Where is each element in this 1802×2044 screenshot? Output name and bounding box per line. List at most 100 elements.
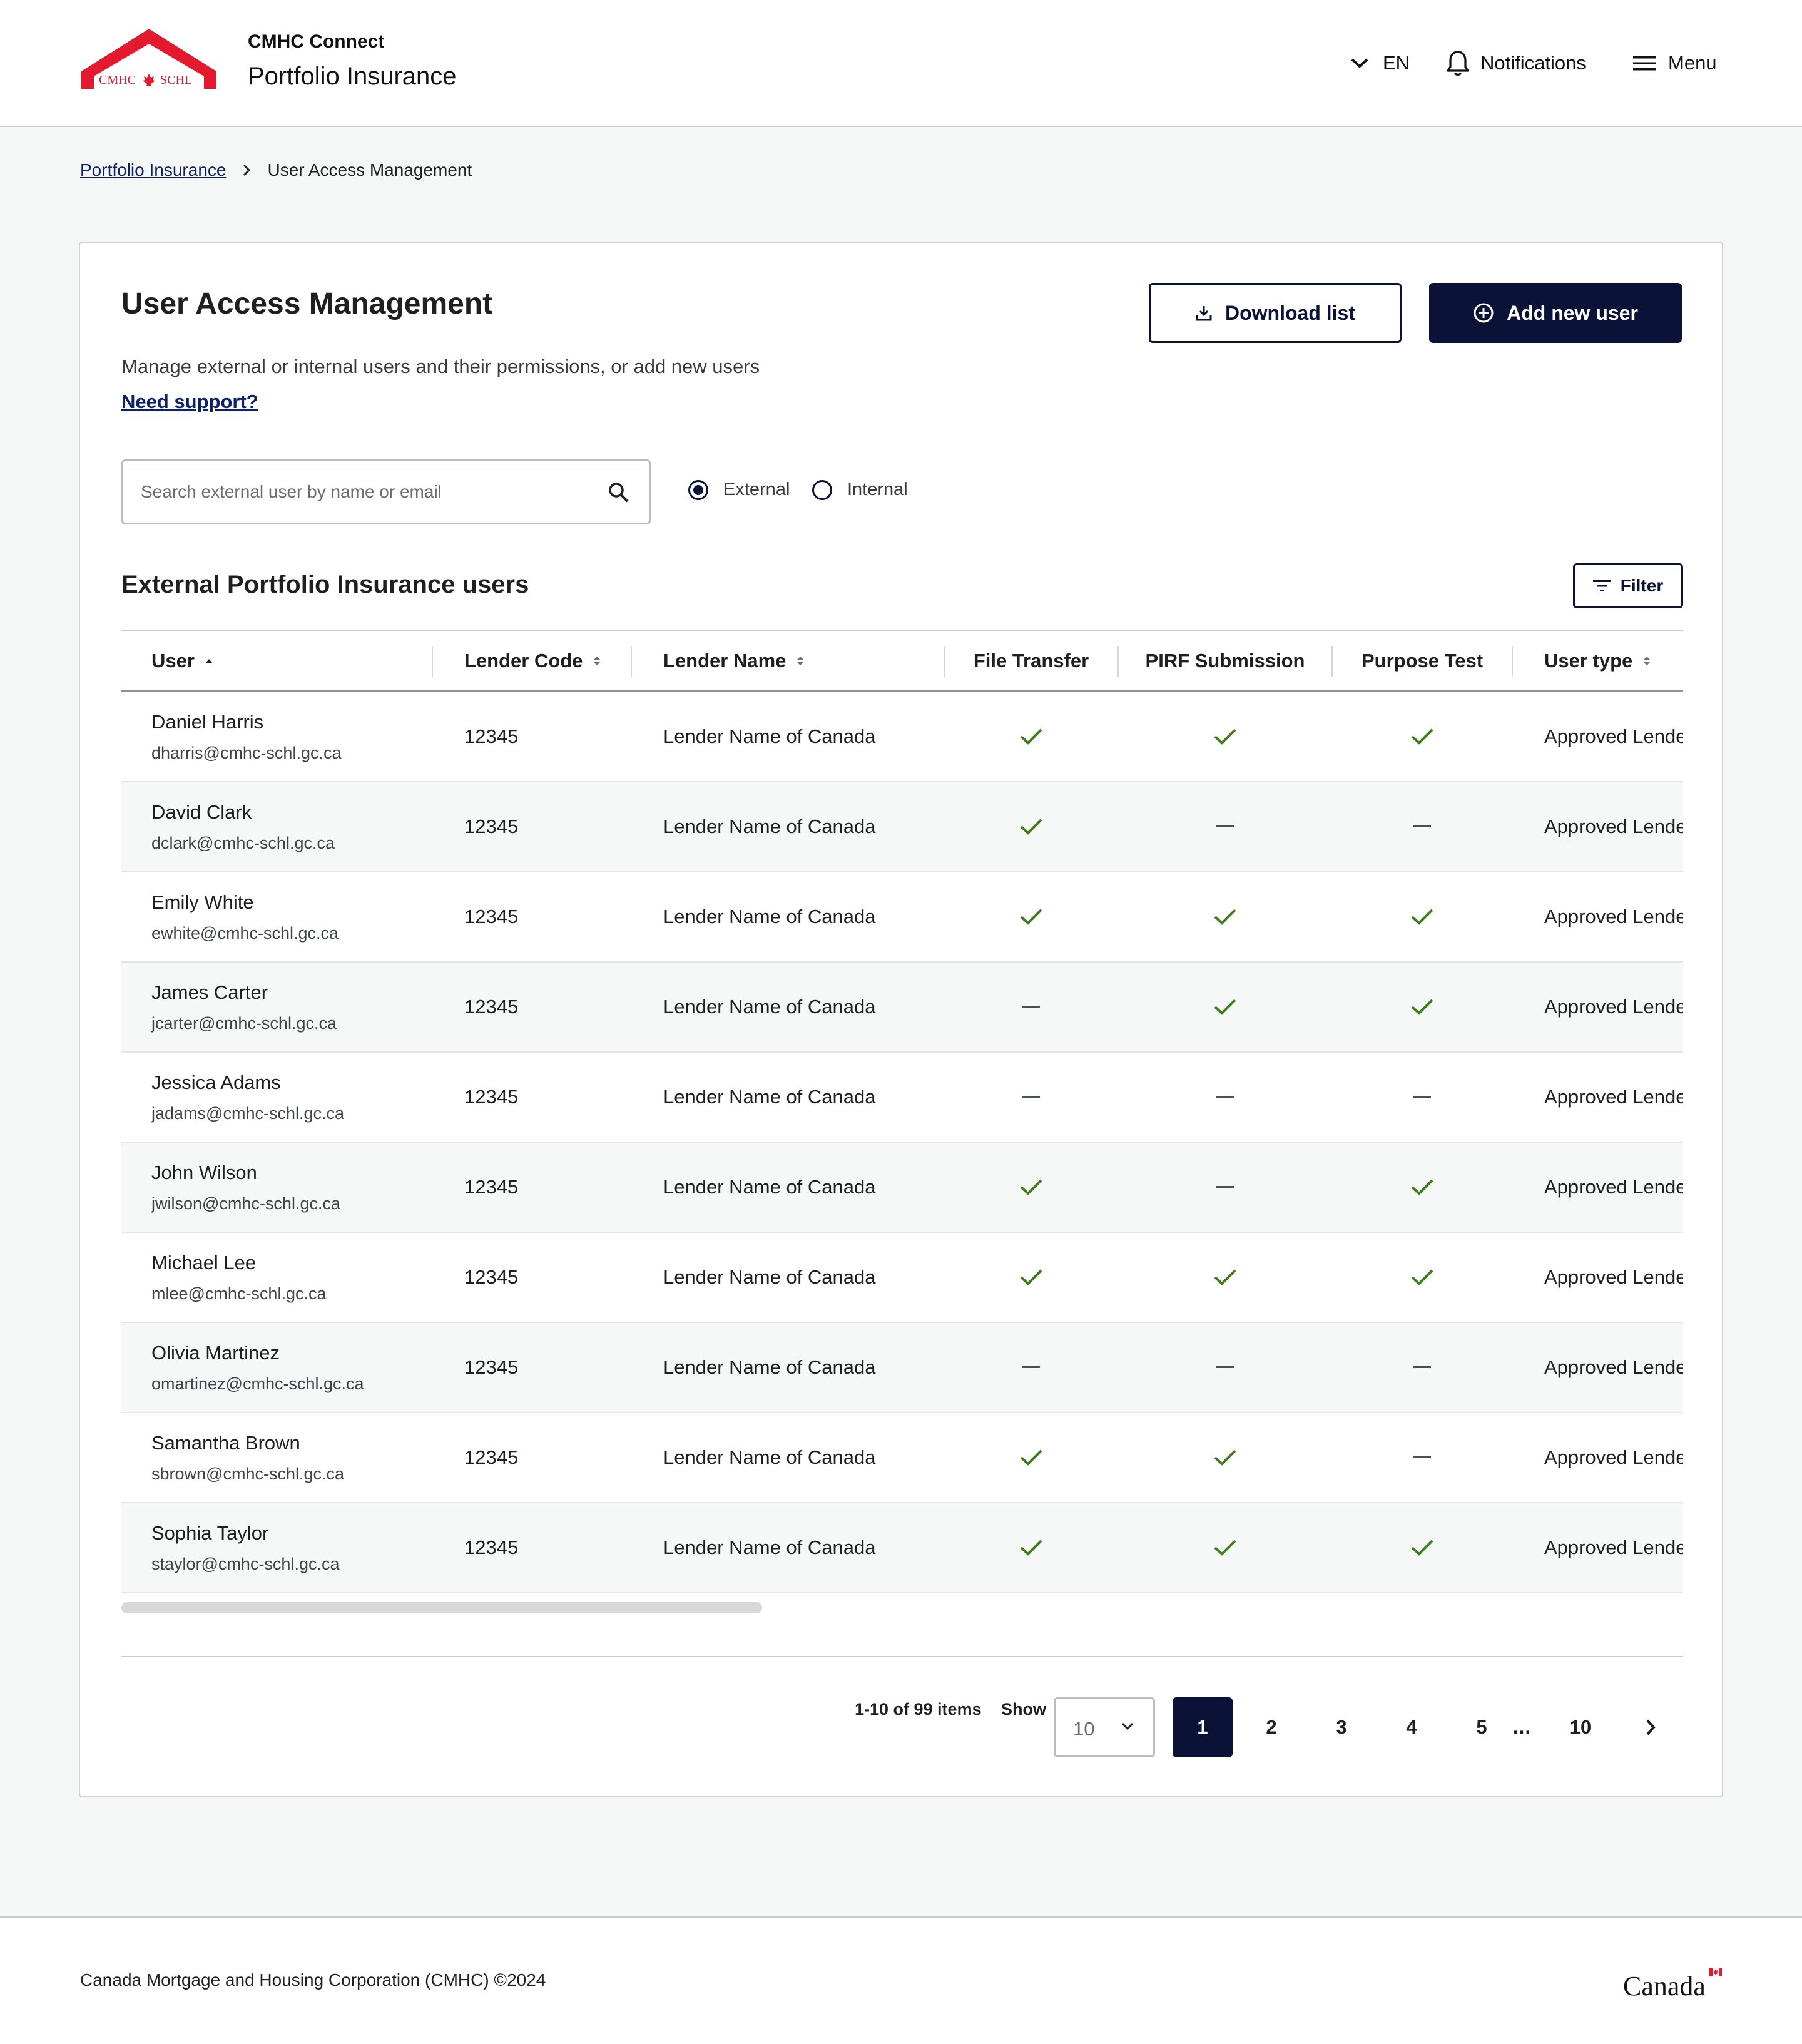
next-page-button[interactable] [1621, 1697, 1681, 1757]
table-row[interactable]: Sophia Taylor staylor@cmhc-schl.gc.ca 1234… [121, 1503, 1683, 1593]
lender-code-cell: 12345 [464, 725, 519, 747]
download-list-button[interactable]: Download list [1149, 283, 1402, 343]
table-row[interactable]: Samantha Brown sbrown@cmhc-schl.gc.ca 1234… [121, 1413, 1683, 1503]
user-type-cell: Approved Lender [1544, 906, 1683, 927]
table-row[interactable]: John Wilson jwilson@cmhc-schl.gc.ca 12345 L… [121, 1143, 1683, 1233]
page-size-select[interactable]: 10 [1054, 1697, 1155, 1757]
radio-external[interactable]: External [688, 479, 790, 500]
lender-code-cell: 12345 [464, 1086, 519, 1108]
check-icon [1333, 692, 1512, 781]
chevron-right-icon [1646, 1719, 1656, 1735]
check-icon [1119, 872, 1331, 961]
sort-ascending-icon[interactable] [205, 658, 213, 664]
language-label: EN [1383, 52, 1410, 74]
page-10-button[interactable]: 10 [1569, 1716, 1592, 1738]
page-3-button[interactable]: 3 [1336, 1716, 1347, 1738]
lender-code-cell: 12345 [464, 996, 519, 1018]
table-row[interactable]: Jessica Adams jadams@cmhc-schl.gc.ca 12345… [121, 1053, 1683, 1143]
app-suite-name: CMHC Connect [248, 31, 385, 52]
radio-internal[interactable]: Internal [812, 479, 908, 500]
horizontal-scrollbar[interactable] [121, 1602, 762, 1613]
table-row[interactable]: James Carter jcarter@cmhc-schl.gc.ca 12345… [121, 963, 1683, 1053]
page-2-button[interactable]: 2 [1266, 1716, 1277, 1738]
column-header-user-type[interactable]: User type [1544, 631, 1651, 691]
breadcrumb-link-portfolio-insurance[interactable]: Portfolio Insurance [80, 160, 227, 180]
table-row[interactable]: Michael Lee mlee@cmhc-schl.gc.ca 12345 Lend… [121, 1233, 1683, 1323]
page-5-button[interactable]: 5 [1476, 1716, 1487, 1738]
canada-wordmark-text: Canada [1623, 1971, 1706, 2001]
cmhc-logo[interactable]: CMHC SCHL [81, 29, 216, 89]
column-divider [1331, 646, 1333, 677]
lender-code-cell: 12345 [464, 906, 519, 927]
check-icon [945, 1503, 1117, 1592]
lender-name-cell: Lender Name of Canada [663, 1536, 876, 1558]
lender-name-cell: Lender Name of Canada [663, 996, 876, 1018]
column-header-lender-name[interactable]: Lender Name [663, 631, 805, 691]
sort-icon[interactable] [1642, 655, 1651, 667]
need-support-link[interactable]: Need support? [121, 391, 258, 412]
check-icon [1119, 1233, 1331, 1322]
page-1-button[interactable]: 1 [1173, 1697, 1233, 1757]
hamburger-menu-icon [1633, 56, 1656, 71]
user-type-cell: Approved Lender [1544, 1086, 1683, 1108]
user-type-cell: Approved Lender [1544, 1536, 1683, 1558]
column-header-purpose-test-label: Purpose Test [1361, 650, 1484, 672]
check-icon [1119, 692, 1331, 781]
user-email: jadams@cmhc-schl.gc.ca [151, 1104, 344, 1123]
column-header-lender-code[interactable]: Lender Code [464, 631, 601, 691]
notifications-button[interactable]: Notifications [1445, 49, 1586, 78]
column-header-user-label: User [151, 650, 195, 672]
sort-icon[interactable] [593, 655, 601, 667]
table-row[interactable]: Olivia Martinez omartinez@cmhc-schl.gc.ca… [121, 1323, 1683, 1413]
canada-wordmark: Canada [1623, 1968, 1723, 2005]
user-name: Jessica Adams [151, 1071, 281, 1093]
bell-icon [1447, 51, 1469, 76]
search-icon[interactable] [606, 480, 631, 505]
filter-button[interactable]: Filter [1573, 563, 1683, 608]
dash-icon [1333, 782, 1512, 871]
add-new-user-button[interactable]: Add new user [1429, 283, 1682, 343]
breadcrumb: Portfolio Insurance User Access Manageme… [80, 160, 472, 180]
column-divider [631, 646, 632, 677]
site-header: CMHC SCHL CMHC Connect Portfolio Insuran… [0, 0, 1802, 127]
menu-button[interactable]: Menu [1633, 49, 1717, 78]
language-toggle[interactable]: EN [1350, 49, 1410, 78]
table-row[interactable]: Daniel Harris dharris@cmhc-schl.gc.ca 1234… [121, 692, 1683, 782]
filter-icon [1592, 580, 1611, 591]
column-header-file-transfer: File Transfer [945, 631, 1117, 691]
column-header-user[interactable]: User [151, 631, 213, 691]
user-email: staylor@cmhc-schl.gc.ca [151, 1555, 340, 1573]
lender-name-cell: Lender Name of Canada [663, 1086, 876, 1108]
user-type-cell: Approved Lender [1544, 1356, 1683, 1378]
lender-code-cell: 12345 [464, 1176, 519, 1198]
table-row[interactable]: Emily White ewhite@cmhc-schl.gc.ca 12345 Le… [121, 872, 1683, 963]
menu-label: Menu [1668, 52, 1717, 74]
lender-name-cell: Lender Name of Canada [663, 1176, 876, 1198]
check-icon [945, 1413, 1117, 1502]
column-divider [432, 646, 433, 677]
check-icon [945, 872, 1117, 961]
sort-icon[interactable] [796, 655, 805, 667]
lender-name-cell: Lender Name of Canada [663, 1446, 876, 1468]
column-header-pirf-submission-label: PIRF Submission [1145, 650, 1305, 672]
user-email: ewhite@cmhc-schl.gc.ca [151, 924, 339, 943]
lender-code-cell: 12345 [464, 1356, 519, 1378]
download-icon [1196, 306, 1212, 321]
download-list-label: Download list [1225, 301, 1355, 324]
radio-internal-indicator [812, 479, 832, 500]
page-4-button[interactable]: 4 [1406, 1716, 1417, 1738]
dash-icon [1119, 1053, 1331, 1142]
user-access-card: User Access Management Manage external o… [79, 242, 1723, 1797]
table-row[interactable]: David Clark dclark@cmhc-schl.gc.ca 12345 Le… [121, 782, 1683, 872]
user-search-box [121, 459, 651, 524]
user-type-cell: Approved Lender [1544, 815, 1683, 837]
page-size-value: 10 [1073, 1718, 1095, 1740]
user-search-input[interactable] [141, 461, 579, 523]
page-size-label: Show [1001, 1700, 1046, 1719]
lender-name-cell: Lender Name of Canada [663, 906, 876, 927]
column-header-lender-code-label: Lender Code [464, 650, 583, 672]
check-icon [945, 1233, 1117, 1322]
user-name: James Carter [151, 981, 268, 1003]
check-icon [1333, 963, 1512, 1051]
user-email: dclark@cmhc-schl.gc.ca [151, 834, 335, 852]
